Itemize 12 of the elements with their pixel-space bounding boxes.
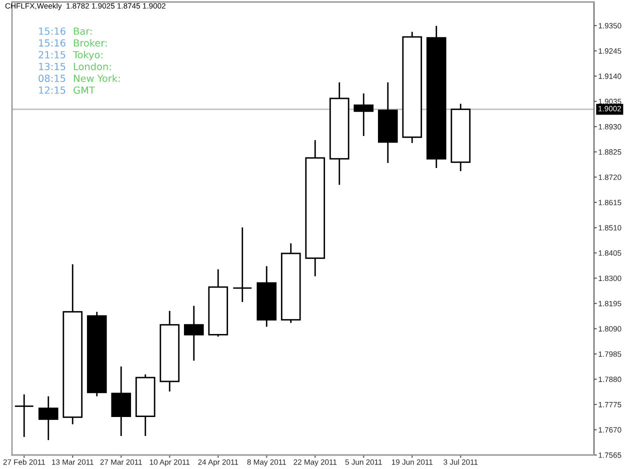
annotation: 08:15 New York: [38,74,120,82]
candlestick [111,366,132,437]
candlestick [354,92,374,137]
candlestick [14,394,34,438]
annotation: 13:15 London: [39,62,111,70]
annotation: 21:15 Tokyo: [38,50,102,60]
annotation: 15:16 Broker: [39,39,107,47]
annotation: 15:16 Bar: [39,27,92,35]
annotation: 12:15 GMT [39,86,95,94]
candlestick [38,396,58,441]
candlestick [232,226,252,303]
candlestick [184,305,204,362]
